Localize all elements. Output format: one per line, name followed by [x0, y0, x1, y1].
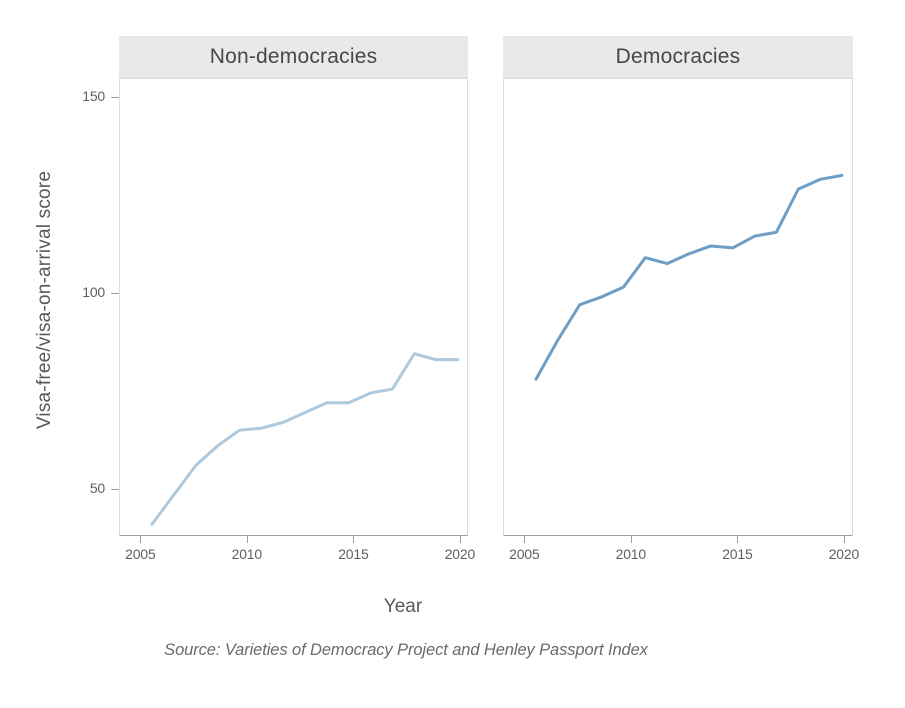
x-axis-tick-label: 2010: [615, 546, 647, 562]
y-axis-tick-label: 150: [82, 88, 105, 104]
x-axis-tick-label: 2020: [444, 546, 476, 562]
trend-line: [534, 173, 844, 381]
x-axis-tick: [459, 535, 461, 543]
x-axis-tick-label: 2005: [125, 546, 156, 562]
x-axis-tick: [246, 535, 248, 543]
line-series-non-democracies: [150, 352, 460, 526]
y-axis-title: Visa-free/visa-on-arrival score: [34, 170, 55, 430]
facet-strip-label-democracies: Democracies: [615, 45, 741, 68]
x-axis-title: Year: [383, 596, 423, 617]
x-axis-tick-label: 2005: [509, 546, 540, 562]
x-axis-tick: [630, 535, 632, 543]
y-axis-tick-label: 100: [82, 284, 105, 300]
trend-line: [150, 352, 460, 526]
y-axis-tick: [111, 489, 119, 490]
plot-area-democracies: 2005 2010 2015 2020: [503, 78, 859, 562]
x-axis-tick: [353, 535, 355, 543]
y-axis-tick-label: 50: [89, 480, 105, 496]
plot-area-non-democracies: 2005 2010 2015 2020 150 100 50: [82, 78, 475, 562]
panel-democracies: Democracies 2005 2010 2015 2020: [503, 36, 859, 562]
x-axis-tick-label: 2015: [338, 546, 369, 562]
y-axis-tick: [111, 97, 119, 98]
x-axis-tick: [140, 535, 142, 543]
y-axis-tick: [111, 293, 119, 294]
x-axis-tick-label: 2010: [231, 546, 263, 562]
source-caption: Source: Varieties of Democracy Project a…: [164, 641, 648, 659]
x-axis-tick: [524, 535, 526, 543]
facet-strip-label-non-democracies: Non-democracies: [209, 45, 378, 68]
line-series-democracies: [534, 173, 844, 381]
x-axis-tick-label: 2015: [722, 546, 753, 562]
x-axis-tick: [843, 535, 845, 543]
facet-strip-democracies: Democracies: [503, 36, 853, 78]
facet-strip-non-democracies: Non-democracies: [119, 36, 468, 78]
x-axis-tick: [737, 535, 739, 543]
x-axis-tick-label: 2020: [828, 546, 860, 562]
panel-non-democracies: Non-democracies 2005 2010 2015 2020 150 100 50: [82, 36, 475, 562]
